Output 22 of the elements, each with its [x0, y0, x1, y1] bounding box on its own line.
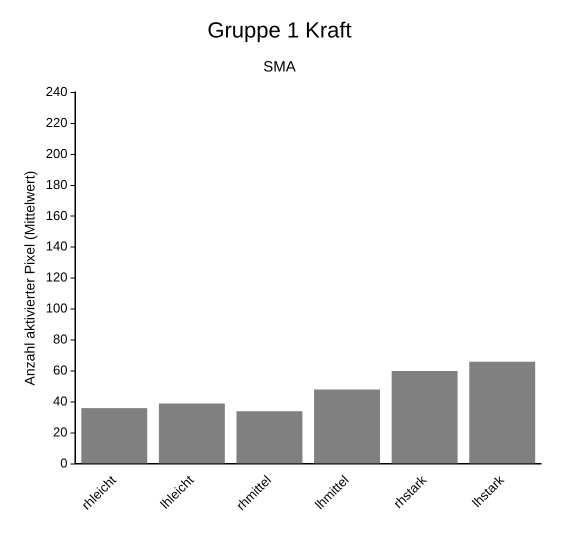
- y-tick-label: 140: [46, 238, 68, 254]
- y-tick-label: 240: [46, 84, 68, 99]
- y-tick-label: 200: [46, 146, 68, 161]
- y-tick-label: 20: [53, 424, 68, 440]
- bar: [81, 408, 148, 464]
- bar: [158, 403, 225, 464]
- y-tick-label: 220: [46, 114, 68, 130]
- y-tick-label: 100: [46, 300, 68, 316]
- y-tick-label: 80: [53, 332, 68, 347]
- chart-subtitle: SMA: [263, 58, 296, 76]
- y-tick-label: 60: [53, 362, 68, 378]
- y-tick-label: 180: [46, 176, 68, 192]
- bar: [392, 370, 458, 464]
- bar: [236, 411, 302, 464]
- bar: [469, 362, 536, 464]
- y-tick-label: 40: [53, 394, 68, 409]
- chart-title: Gruppe 1 Kraft: [207, 17, 352, 42]
- y-axis-title: Anzahl aktivierter Pixel (Mittelwert): [21, 170, 38, 386]
- y-tick-label: 0: [60, 455, 68, 470]
- y-tick-label: 120: [46, 270, 68, 285]
- bar: [314, 390, 380, 464]
- y-tick-label: 160: [46, 208, 68, 223]
